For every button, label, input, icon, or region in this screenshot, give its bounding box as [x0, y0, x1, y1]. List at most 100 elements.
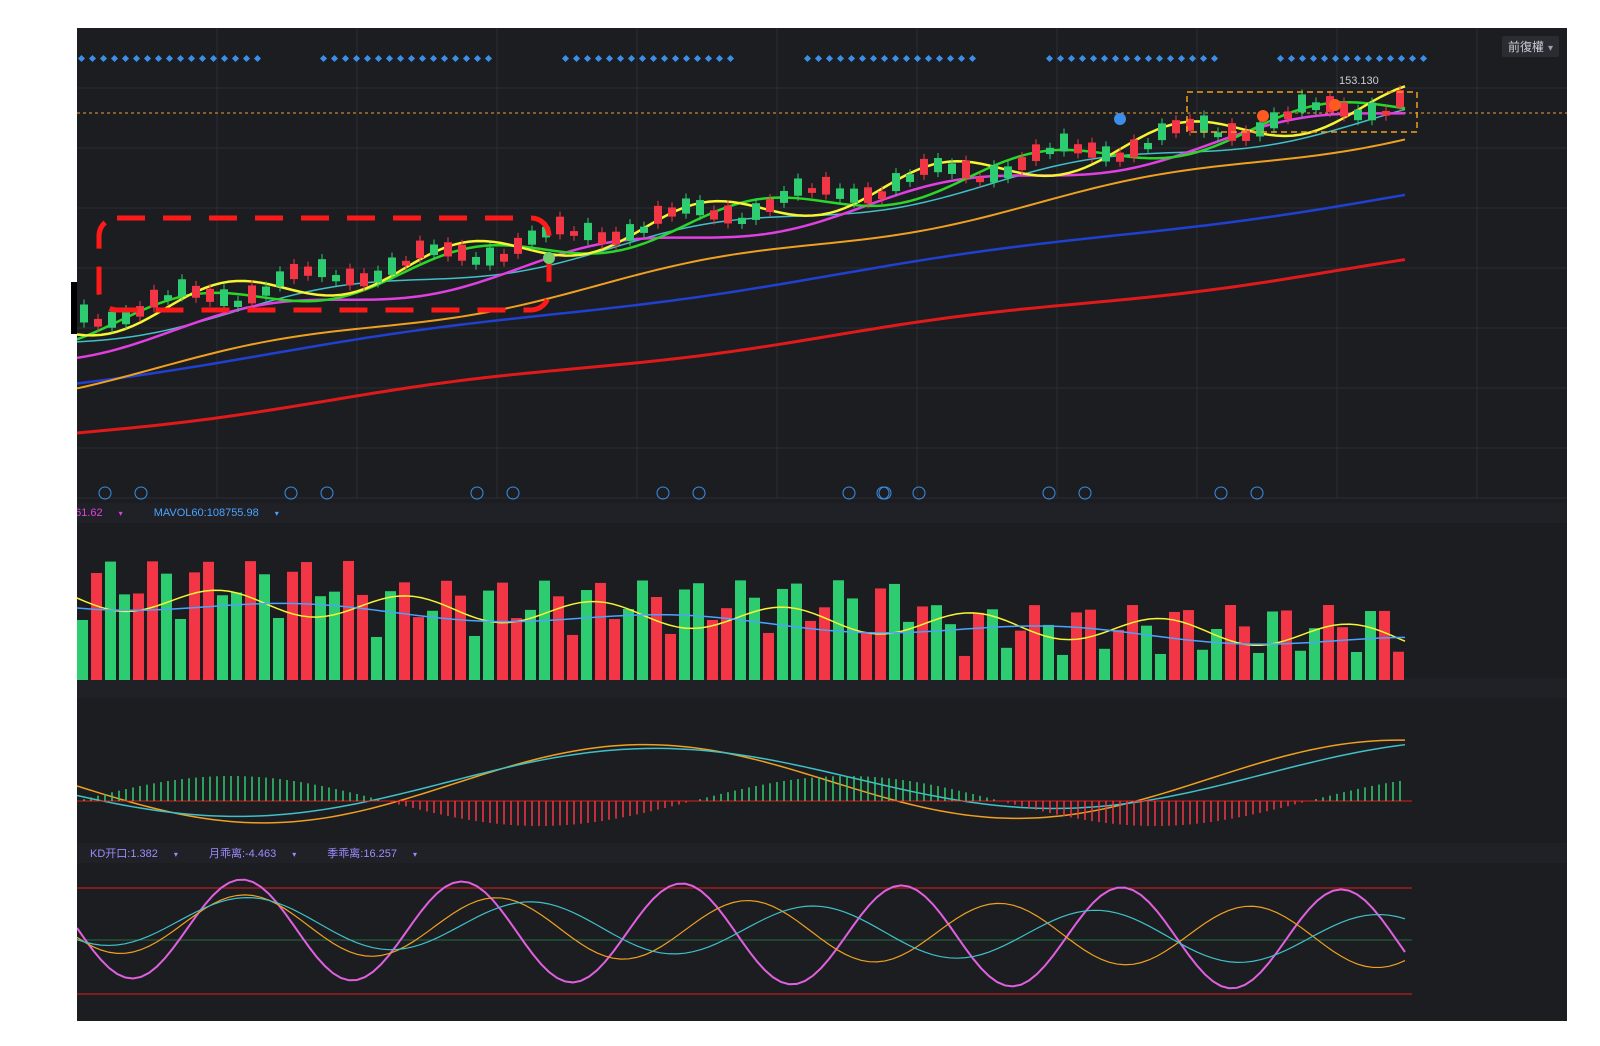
volume-bar: [217, 595, 228, 680]
volume-bar: [1351, 651, 1362, 680]
volume-bar: [945, 624, 956, 680]
panel-separator: [77, 503, 1567, 523]
kd-k-line: [77, 878, 1406, 990]
diamond-marker: [253, 54, 262, 63]
candlestick: [1144, 142, 1152, 150]
candlestick: [1186, 118, 1194, 131]
diamond-marker: [561, 54, 570, 63]
candlestick: [920, 158, 928, 175]
volume-bar: [1253, 652, 1264, 680]
diamond-marker: [484, 54, 493, 63]
ma120-line: [77, 193, 1406, 385]
diamond-marker: [374, 54, 383, 63]
candlestick: [948, 163, 956, 174]
volume-bar: [651, 596, 662, 680]
candlestick: [864, 187, 872, 204]
candlestick: [178, 279, 186, 297]
event-marker-icon: [98, 486, 112, 500]
diamond-marker: [1078, 54, 1087, 63]
adjust-label: 前復權: [1507, 40, 1544, 54]
candlestick: [654, 205, 662, 224]
event-marker-icon: [692, 486, 706, 500]
diamond-marker: [1199, 54, 1208, 63]
candlestick: [1396, 90, 1404, 108]
kd-open-value[interactable]: KD开口:1.382 ▾: [90, 848, 178, 860]
diamond-marker: [1386, 54, 1395, 63]
volume-bar: [161, 573, 172, 680]
volume-bar: [819, 607, 830, 680]
kd-j-line: [77, 896, 1406, 963]
candlestick: [850, 188, 858, 203]
volume-bar: [1211, 629, 1222, 680]
volume-ma-line: [77, 589, 1406, 646]
diamond-marker: [825, 54, 834, 63]
candlestick: [1256, 122, 1264, 137]
candlestick: [276, 271, 284, 287]
volume-bar: [329, 591, 340, 680]
quarter-bias-value[interactable]: 季乖离:16.257 ▾: [327, 848, 417, 860]
volume-bar: [1071, 612, 1082, 680]
candlestick: [374, 270, 382, 283]
candlestick: [780, 190, 788, 203]
candlestick: [1046, 147, 1054, 155]
diamond-marker: [165, 54, 174, 63]
candlestick: [766, 198, 774, 213]
diamond-marker: [869, 54, 878, 63]
volume-bar: [133, 593, 144, 680]
event-marker-icon: [912, 486, 926, 500]
diamond-marker: [891, 54, 900, 63]
volume-bar: [931, 605, 942, 680]
diamond-marker: [143, 54, 152, 63]
volume-bar: [567, 634, 578, 680]
candlestick: [794, 178, 802, 196]
candlestick: [682, 198, 690, 214]
volume-bar: [987, 609, 998, 680]
mavol-value[interactable]: 461.62▾: [77, 507, 123, 519]
volume-bar: [245, 561, 256, 680]
month-bias-value[interactable]: 月乖离:-4.463 ▾: [208, 848, 297, 860]
volume-bar: [469, 635, 480, 680]
panel-separator: [77, 843, 1567, 863]
volume-bar: [189, 572, 200, 680]
volume-bar: [791, 583, 802, 680]
candlestick: [416, 240, 424, 259]
diamond-marker: [1177, 54, 1186, 63]
volume-bar: [1099, 648, 1110, 680]
volume-bar: [1365, 611, 1376, 680]
volume-ma-line: [77, 602, 1406, 645]
candlestick: [220, 289, 228, 307]
diamond-marker: [1342, 54, 1351, 63]
candlestick: [80, 304, 88, 323]
volume-bar: [679, 589, 690, 680]
candlestick: [1284, 111, 1292, 120]
diamond-marker: [132, 54, 141, 63]
candlestick: [444, 242, 452, 257]
high-price-label: 153.130: [1339, 75, 1379, 87]
candlestick: [738, 217, 746, 225]
volume-bar: [777, 588, 788, 680]
candlestick: [1368, 102, 1376, 121]
candlestick: [1172, 120, 1180, 134]
diamond-marker: [341, 54, 350, 63]
volume-bar: [1015, 630, 1026, 680]
volume-bar: [1001, 647, 1012, 680]
stock-chart[interactable]: 前復權▾ 153.130 461.62▾ MAVOL60:108755.98▾ …: [77, 28, 1567, 1021]
volume-bar: [847, 598, 858, 680]
signal-dot: [1329, 99, 1341, 111]
diamond-marker: [462, 54, 471, 63]
diamond-marker: [1188, 54, 1197, 63]
price-adjust-dropdown[interactable]: 前復權 ▾: [1501, 36, 1559, 57]
candlestick: [1214, 132, 1222, 138]
candlestick: [878, 191, 886, 200]
candlestick: [1102, 146, 1110, 162]
volume-bar: [1043, 624, 1054, 680]
chart-canvas[interactable]: [77, 28, 1567, 1021]
diamond-marker: [858, 54, 867, 63]
event-marker-icon: [1250, 486, 1264, 500]
candlestick: [514, 237, 522, 254]
candlestick: [1074, 144, 1082, 154]
mavol60-value[interactable]: MAVOL60:108755.98 ▾: [153, 507, 279, 519]
candlestick: [724, 205, 732, 224]
diamond-marker: [847, 54, 856, 63]
diamond-marker: [1166, 54, 1175, 63]
